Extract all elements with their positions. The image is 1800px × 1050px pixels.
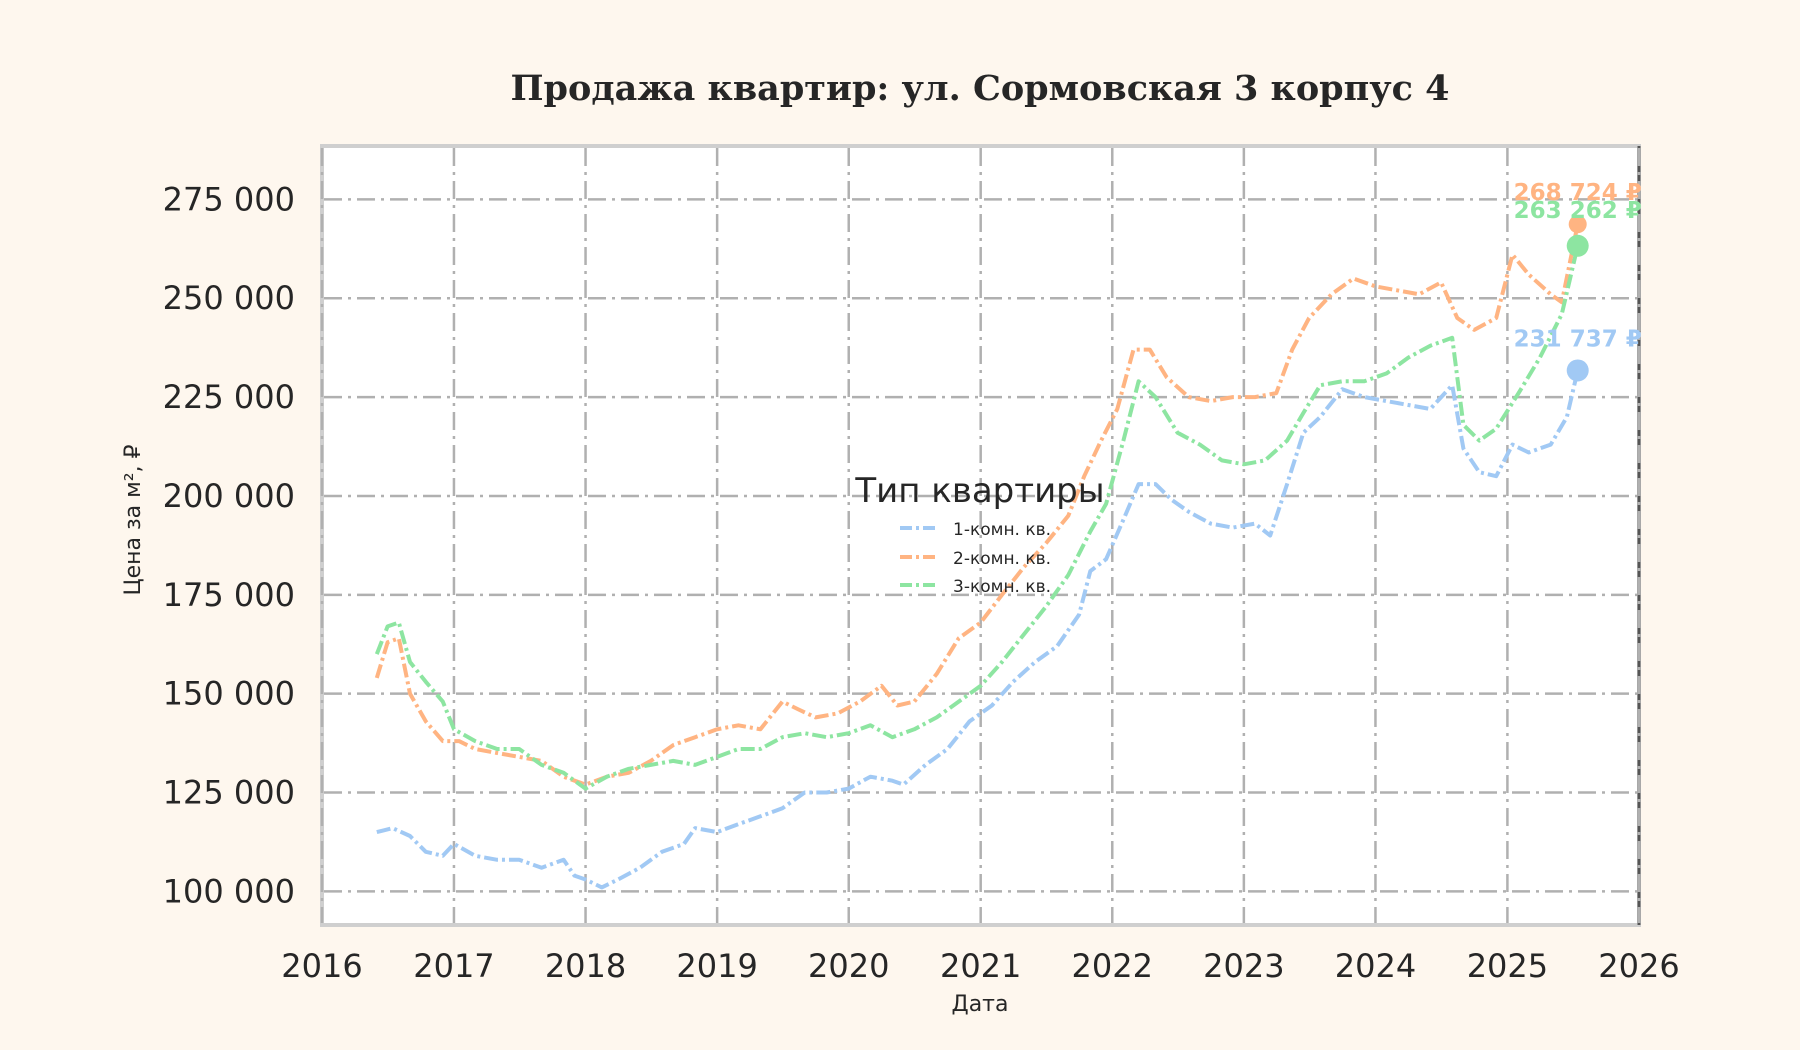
- x-tick-label: 2017: [413, 947, 494, 985]
- y-tick-label: 175 000: [163, 576, 295, 614]
- x-tick-label: 2016: [281, 947, 362, 985]
- x-tick-label: 2023: [1203, 947, 1284, 985]
- end-point-2: [1568, 215, 1587, 234]
- grid: [320, 148, 1641, 923]
- end-markers: 231 737 ₽ 268 724 ₽263 262 ₽: [1514, 180, 1642, 382]
- x-tick-label: 2022: [1072, 947, 1153, 985]
- legend-label-2: 2-комн. кв.: [953, 549, 1051, 569]
- y-tick-label: 225 000: [163, 378, 295, 416]
- x-tick-label: 2021: [940, 947, 1021, 985]
- x-tick-label: 2025: [1467, 947, 1548, 985]
- end-value-label-3: 263 262 ₽: [1514, 198, 1642, 224]
- series-line-1: [376, 370, 1580, 890]
- legend-item-2: 2-комн. кв.: [900, 549, 1051, 569]
- y-tick-label: 100 000: [163, 872, 295, 910]
- end-value-label-2: 268 724 ₽: [1514, 180, 1642, 206]
- legend-item-3: 3-комн. кв.: [900, 577, 1051, 597]
- y-tick-labels: 100 000 125 000 150 000 175 000 200 000 225 0…: [163, 180, 295, 910]
- x-tick-label: 2024: [1335, 947, 1416, 985]
- y-tick-label: 200 000: [163, 477, 295, 515]
- legend-label-1: 1-комн. кв.: [953, 520, 1051, 540]
- y-tick-label: 275 000: [163, 180, 295, 218]
- chart-title: Продажа квартир: ул. Сормовская 3 корпус…: [510, 68, 1449, 109]
- end-point-3: [1566, 234, 1589, 257]
- x-tick-label: 2018: [545, 947, 626, 985]
- end-value-label-1: 231 737 ₽: [1514, 326, 1642, 352]
- y-tick-label: 150 000: [163, 675, 295, 713]
- y-tick-label: 125 000: [163, 774, 295, 812]
- end-point-1: [1566, 359, 1589, 382]
- x-tick-label: 2020: [808, 947, 889, 985]
- legend-label-3: 3-комн. кв.: [953, 577, 1051, 597]
- x-tick-label: 2026: [1598, 947, 1679, 985]
- x-tick-label: 2019: [676, 947, 757, 985]
- series-line-2: [374, 223, 1580, 787]
- legend-item-1: 1-комн. кв.: [900, 520, 1051, 540]
- legend-title: Тип квартиры: [854, 471, 1104, 511]
- series-layer: [374, 223, 1580, 890]
- y-tick-label: 250 000: [163, 279, 295, 317]
- series-line-3: [374, 245, 1580, 791]
- legend: Тип квартиры 1-комн. кв. 2-комн. кв. 3-к…: [854, 471, 1104, 597]
- x-tick-labels: 2016 2017 2018 2019 2020 2021 2022 2023 2024 2025…: [281, 947, 1679, 985]
- y-axis-label: Цена за м², ₽: [121, 444, 146, 595]
- x-axis-label: Дата: [952, 992, 1009, 1017]
